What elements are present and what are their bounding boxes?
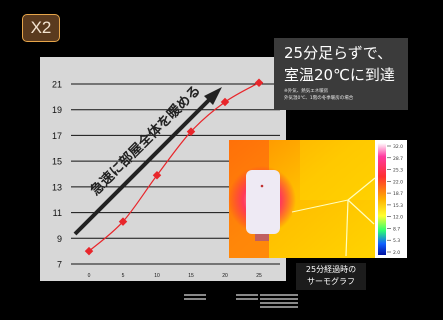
data-point (84, 246, 94, 256)
y-tick-label: 13 (52, 182, 62, 192)
x-tick-label: 25 (256, 273, 262, 279)
thermograph-caption-line-1: 25分経過時の (305, 265, 357, 274)
y-tick-label: 7 (57, 260, 62, 270)
colorbar-tick-label: 25.3 (393, 168, 403, 174)
caption-title: 25分足らずで、 室温20℃に到達 (284, 42, 406, 86)
x-tick-label: 5 (122, 273, 125, 279)
y-tick-label: 11 (53, 208, 62, 218)
footnote-3 (260, 294, 298, 318)
colorbar-tick-label: 5.3 (393, 238, 400, 244)
x-tick-label: 10 (154, 273, 160, 279)
data-point (118, 217, 128, 226)
thermograph (228, 140, 376, 258)
caption-note-1: ※外気、熱気エネ暖房 (284, 89, 329, 94)
data-point (220, 97, 230, 107)
footnote-2 (236, 294, 258, 318)
colorbar-tick-label: 22.0 (393, 179, 403, 185)
caption-box: 25分足らずで、 室温20℃に到達 ※外気、熱気エネ暖房 外気温0℃、1階の冬季… (274, 38, 408, 110)
x-tick-label: 15 (188, 273, 194, 279)
colorbar-tick-label: 15.3 (393, 203, 403, 209)
caption-note-2: 外気温0℃、1階の冬季暖房の場合 (284, 96, 354, 101)
x-tick-label: 20 (222, 273, 228, 279)
data-point (186, 127, 196, 136)
y-tick-label: 19 (52, 105, 62, 115)
colorbar-tick-label: 8.7 (393, 226, 400, 232)
thermo-colorbar: 32.0 28.7 25.3 22.0 18.7 15.3 12.0 8.7 5.3 2.0 (375, 140, 407, 258)
footnote-1 (184, 294, 206, 318)
x-tick-label: 0 (88, 273, 91, 279)
trend-arrow (73, 87, 222, 236)
colorbar-tick-label: 28.7 (393, 156, 403, 162)
y-tick-label: 17 (52, 131, 62, 141)
y-tick-label: 21 (52, 80, 62, 90)
caption-line-2: 室温20℃に到達 (284, 66, 395, 84)
colorbar-gradient (378, 143, 386, 255)
colorbar-tick-label: 2.0 (393, 250, 400, 256)
colorbar-tick-label: 18.7 (393, 191, 403, 197)
series-line (88, 82, 260, 252)
thermograph-caption-line-2: サーモグラフ (307, 277, 355, 286)
data-point (254, 78, 264, 87)
thermograph-caption: 25分経過時の サーモグラフ (296, 263, 366, 290)
colorbar-tick-label: 32.0 (393, 144, 403, 150)
y-tick-label: 15 (52, 157, 62, 167)
data-point (152, 171, 162, 180)
x2-badge: X2 (22, 14, 60, 42)
colorbar-tick-label: 12.0 (393, 215, 403, 221)
y-tick-label: 9 (57, 234, 62, 244)
caption-line-1: 25分足らずで、 (284, 44, 393, 62)
